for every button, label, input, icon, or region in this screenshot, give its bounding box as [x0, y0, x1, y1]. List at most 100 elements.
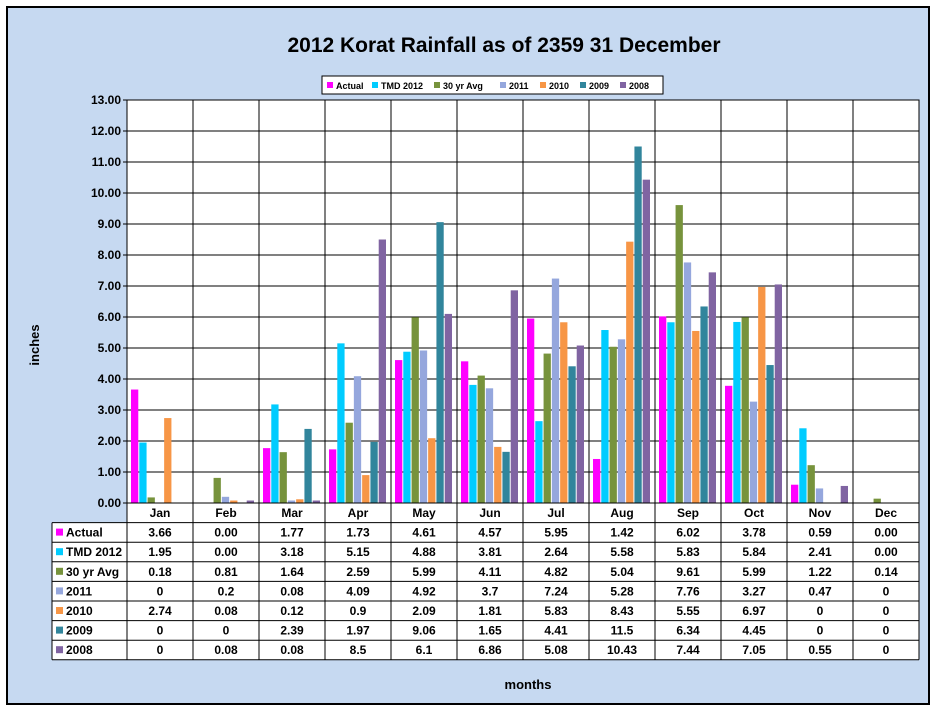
- data-label-2009-feb: 0: [223, 624, 230, 638]
- data-label-2008-feb: 0.08: [214, 643, 238, 657]
- data-label-2011-aug: 5.28: [610, 584, 634, 598]
- data-label-2009-oct: 4.45: [742, 624, 766, 638]
- bar-2011-nov: [815, 488, 824, 503]
- bar-30-yr-avg-may: [411, 317, 419, 503]
- data-label-tmd-2012-may: 4.88: [412, 545, 436, 559]
- data-label-2009-mar: 2.39: [280, 624, 304, 638]
- legend-swatch-2011: [500, 82, 506, 88]
- bar-2011-jun: [485, 388, 494, 503]
- data-label-30-yr-avg-sep: 9.61: [676, 565, 700, 579]
- data-label-2010-jul: 5.83: [544, 604, 568, 618]
- bar-2010-jan: [164, 418, 172, 503]
- data-label-2011-jul: 7.24: [544, 584, 568, 598]
- data-label-actual-may: 4.61: [412, 526, 436, 540]
- y-tick-label: 13.00: [91, 93, 121, 107]
- data-label-2010-nov: 0: [817, 604, 824, 618]
- bar-2011-feb: [221, 496, 230, 503]
- bar-30-yr-avg-jan: [147, 497, 155, 503]
- gridlines: [127, 100, 919, 503]
- bars: [131, 146, 881, 504]
- data-label-2010-jun: 1.81: [478, 604, 502, 618]
- y-tick-label: 0.00: [98, 496, 122, 510]
- bar-actual-jan: [131, 389, 139, 503]
- x-tick-label-apr: Apr: [348, 506, 369, 520]
- data-label-actual-dec: 0.00: [874, 526, 898, 540]
- bar-30-yr-avg-nov: [807, 465, 815, 503]
- data-label-tmd-2012-aug: 5.58: [610, 545, 634, 559]
- data-label-tmd-2012-sep: 5.83: [676, 545, 700, 559]
- bar-2008-mar: [312, 500, 320, 503]
- data-label-2009-jan: 0: [157, 624, 164, 638]
- y-tick-label: 12.00: [91, 124, 121, 138]
- data-label-actual-mar: 1.77: [280, 526, 304, 540]
- data-label-actual-apr: 1.73: [346, 526, 370, 540]
- data-label-tmd-2012-jul: 2.64: [544, 545, 568, 559]
- data-label-actual-jul: 5.95: [544, 526, 568, 540]
- bar-2009-jun: [502, 451, 510, 503]
- bar-tmd-2012-mar: [271, 404, 279, 503]
- x-tick-label-oct: Oct: [744, 506, 764, 520]
- bar-30-yr-avg-oct: [741, 317, 749, 503]
- bar-2011-aug: [617, 339, 626, 503]
- data-label-30-yr-avg-dec: 0.14: [874, 565, 898, 579]
- bar-30-yr-avg-mar: [279, 452, 287, 503]
- data-label-2010-oct: 6.97: [742, 604, 766, 618]
- bar-2010-feb: [230, 500, 238, 503]
- bar-actual-may: [395, 360, 403, 503]
- data-label-tmd-2012-jun: 3.81: [478, 545, 502, 559]
- data-label-30-yr-avg-may: 5.99: [412, 565, 436, 579]
- bar-actual-sep: [659, 316, 667, 503]
- bar-30-yr-avg-jun: [477, 375, 485, 503]
- bar-2009-apr: [370, 441, 378, 503]
- bar-actual-jun: [461, 361, 469, 503]
- bar-tmd-2012-oct: [733, 321, 741, 503]
- y-tick-label: 4.00: [98, 372, 122, 386]
- data-label-2008-sep: 7.44: [676, 643, 700, 657]
- table-swatch-30-yr-avg: [56, 567, 63, 575]
- x-tick-label-aug: Aug: [610, 506, 633, 520]
- bar-2010-sep: [692, 330, 700, 503]
- data-label-30-yr-avg-mar: 1.64: [280, 565, 304, 579]
- data-label-tmd-2012-nov: 2.41: [808, 545, 832, 559]
- data-label-2009-jun: 1.65: [478, 624, 502, 638]
- bar-2011-oct: [749, 401, 758, 503]
- bar-2009-sep: [700, 306, 708, 503]
- data-label-2010-mar: 0.12: [280, 604, 304, 618]
- bar-actual-jul: [527, 318, 535, 503]
- y-tick-label: 1.00: [98, 465, 122, 479]
- data-label-2008-may: 6.1: [416, 643, 433, 657]
- data-label-30-yr-avg-feb: 0.81: [214, 565, 238, 579]
- data-label-30-yr-avg-oct: 5.99: [742, 565, 766, 579]
- bar-2010-jun: [494, 446, 502, 503]
- x-tick-label-may: May: [412, 506, 436, 520]
- x-tick-label-jun: Jun: [479, 506, 500, 520]
- data-label-2008-aug: 10.43: [607, 643, 637, 657]
- data-label-tmd-2012-jan: 1.95: [148, 545, 172, 559]
- table-series-label-2011: 2011: [66, 584, 92, 598]
- data-label-2009-aug: 11.5: [611, 624, 634, 638]
- y-tick-label: 10.00: [91, 186, 121, 200]
- data-label-2011-dec: 0: [883, 584, 890, 598]
- data-label-2011-oct: 3.27: [742, 584, 766, 598]
- bar-tmd-2012-nov: [799, 428, 807, 503]
- legend-swatch-30-yr-avg: [434, 82, 440, 88]
- data-label-2010-apr: 0.9: [350, 604, 367, 618]
- data-label-2010-jan: 2.74: [148, 604, 172, 618]
- bar-2010-aug: [626, 241, 634, 504]
- bar-2010-oct: [758, 286, 766, 503]
- data-label-2011-jun: 3.7: [482, 584, 499, 598]
- table-body-bg: [52, 522, 919, 660]
- data-label-2009-may: 9.06: [412, 624, 436, 638]
- table-swatch-2011: [56, 587, 63, 595]
- y-tick-label: 6.00: [98, 310, 122, 324]
- legend-label-actual: Actual: [336, 81, 364, 91]
- bar-tmd-2012-jun: [469, 384, 477, 503]
- legend-swatch-actual: [327, 82, 333, 88]
- bar-2011-apr: [353, 376, 362, 503]
- data-label-2011-nov: 0.47: [808, 584, 832, 598]
- bar-2008-jun: [510, 290, 518, 503]
- data-label-2008-nov: 0.55: [808, 643, 832, 657]
- data-label-2008-jan: 0: [157, 643, 164, 657]
- bar-2008-sep: [708, 272, 716, 503]
- bar-2008-apr: [378, 239, 386, 503]
